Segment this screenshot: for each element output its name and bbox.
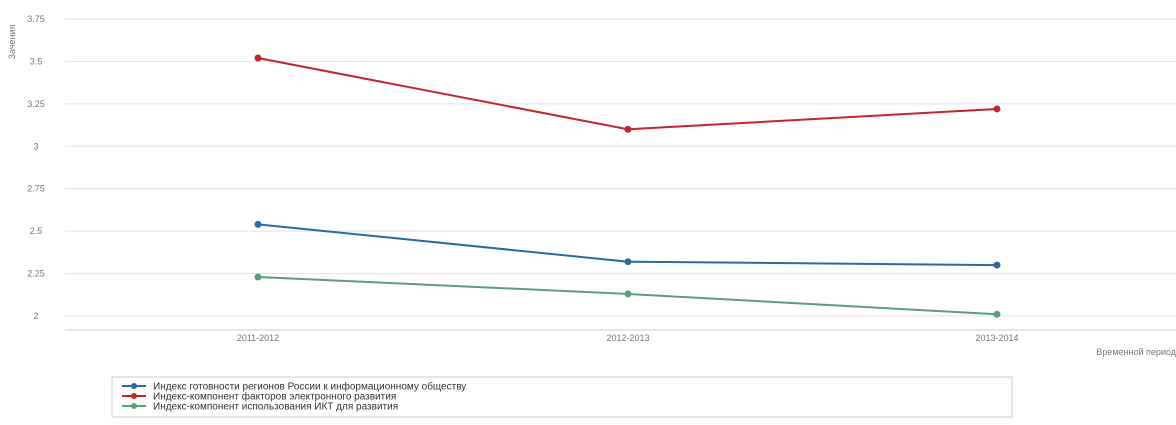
y-tick-label: 2 [33, 311, 38, 321]
series-line [257, 57, 998, 131]
legend-label: Индекс-компонент использования ИКТ для р… [153, 402, 398, 413]
x-tick-labels: 2011-2012 2012-2013 2013-2014 [237, 333, 1019, 343]
y-tick-labels: 2 2.25 2.5 2.75 3 3.25 3.5 3.75 [27, 14, 45, 321]
legend-swatch-marker [131, 393, 137, 399]
x-tick-label: 2011-2012 [237, 333, 279, 343]
data-point [993, 310, 1001, 318]
grid-layer [65, 18, 1176, 331]
legend-swatch-marker [131, 383, 137, 389]
data-point [993, 105, 1001, 113]
y-tick-label: 2.5 [30, 226, 43, 236]
legend-label: Индекс готовности регионов России к инфо… [153, 381, 466, 393]
legend-box [111, 376, 1013, 418]
legend: Индекс готовности регионов России к инфо… [111, 376, 1013, 418]
y-tick-label: 3.5 [30, 56, 43, 66]
y-tick-label: 3.25 [27, 99, 45, 109]
legend-swatch-marker [131, 403, 137, 409]
data-point [624, 258, 632, 266]
data-point [254, 54, 262, 62]
x-axis-title: Временной период [1096, 347, 1176, 357]
series-layer [254, 54, 1001, 318]
data-point [254, 220, 262, 228]
y-tick-label: 3 [33, 141, 38, 151]
y-tick-label: 3.75 [27, 14, 45, 24]
data-point [254, 273, 262, 281]
y-tick-label: 2.25 [27, 269, 45, 279]
data-point [624, 125, 632, 133]
data-point [624, 290, 632, 298]
x-tick-label: 2013-2014 [975, 333, 1018, 343]
legend-label: Индекс-компонент факторов электронного р… [153, 391, 396, 403]
legend-items: Индекс готовности регионов России к инфо… [122, 381, 466, 413]
data-point [993, 261, 1001, 269]
y-tick-label: 2.75 [27, 184, 45, 194]
x-tick-label: 2012-2013 [606, 333, 649, 343]
y-axis-title: Зачения [7, 24, 17, 59]
